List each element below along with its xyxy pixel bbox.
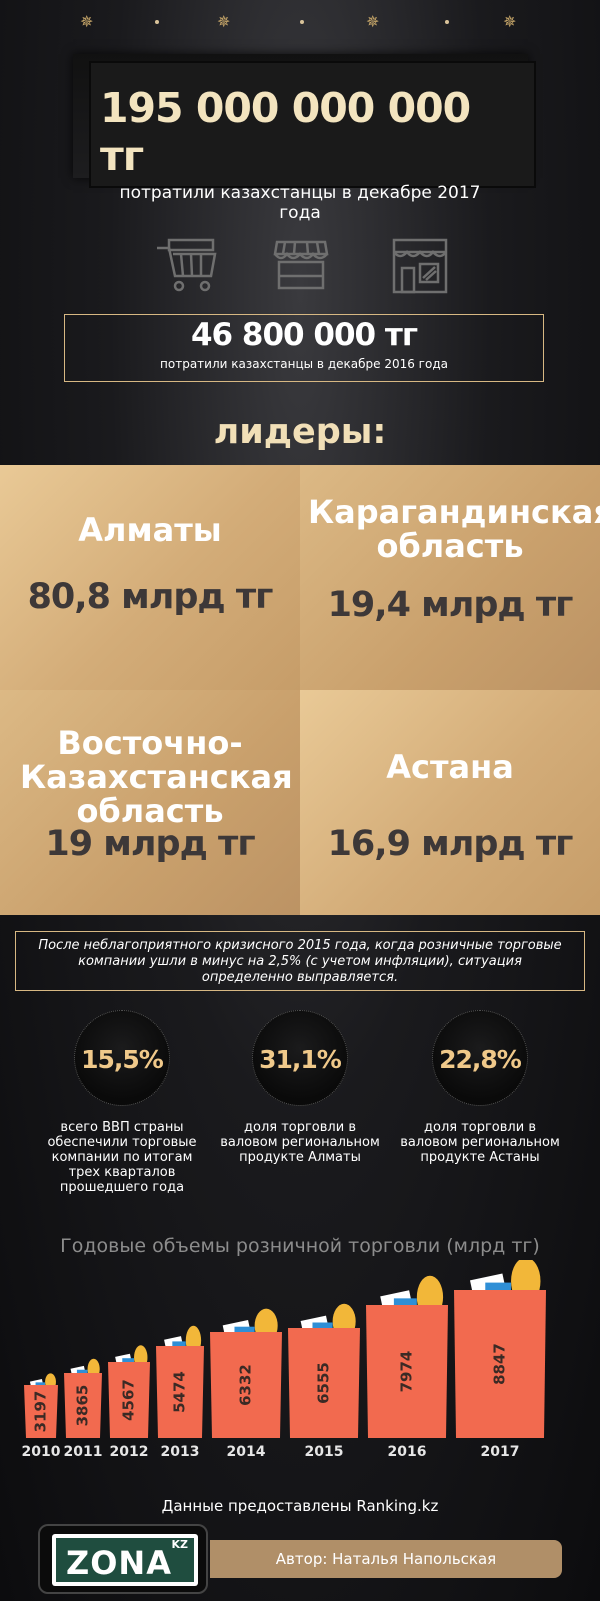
x-tick-label: 2012 — [110, 1444, 149, 1460]
zona-logo[interactable]: ZONA KZ — [38, 1524, 208, 1594]
item-icon — [172, 1341, 186, 1349]
x-tick-label: 2013 — [161, 1444, 200, 1460]
bag-shape — [366, 1305, 448, 1438]
bag-shape — [156, 1346, 204, 1438]
leader-value: 19 млрд тг — [45, 824, 255, 864]
chart-bar — [108, 1345, 150, 1438]
leader-tile: Алматы 80,8 млрд тг — [0, 465, 300, 690]
bag-shape — [24, 1385, 58, 1438]
quote-box: После неблагоприятного кризисного 2015 г… — [15, 931, 585, 991]
leader-value: 19,4 млрд тг — [327, 585, 574, 625]
previous-year-box: 46 800 000 тг потратили казахстанцы в де… — [64, 314, 544, 382]
stat-description: доля торговли в валовом региональном про… — [400, 1120, 560, 1165]
item-icon — [35, 1382, 46, 1387]
logo-suffix: KZ — [171, 1538, 189, 1551]
item-icon — [393, 1298, 417, 1309]
bag-shape — [454, 1290, 546, 1438]
chart-title: Годовые объемы розничной торговли (млрд … — [60, 1235, 540, 1257]
item-icon — [76, 1369, 88, 1375]
bar-value-label: 7974 — [398, 1351, 416, 1393]
bar-value-label: 3865 — [74, 1385, 92, 1427]
headline-amount: 195 000 000 000 тг — [100, 84, 471, 180]
item-icon — [312, 1322, 333, 1332]
dot-ornament — [155, 20, 159, 24]
leaders-title: лидеры: — [213, 412, 387, 452]
leader-name: Алматы — [78, 511, 222, 549]
stat-circle: 22,8% — [432, 1010, 528, 1106]
bar-value-label: 8847 — [491, 1343, 509, 1385]
market-stall-icon — [273, 240, 329, 290]
previous-subtitle: потратили казахстанцы в декабре 2016 год… — [160, 357, 448, 371]
retail-volume-chart: 3197 2010 3865 2011 4567 2012 5474 2013 6332 2014… — [22, 1260, 546, 1460]
leader-tile: Карагандинская область 19,4 млрд тг — [300, 465, 600, 690]
headline-box — [73, 54, 536, 188]
star-ornament-icon: ✵ — [217, 12, 231, 31]
dot-ornament — [300, 20, 304, 24]
dot-ornament — [445, 20, 449, 24]
icon-row — [0, 238, 600, 298]
bag-shape — [210, 1332, 282, 1438]
chart-bar — [24, 1373, 58, 1438]
item-icon — [122, 1358, 135, 1365]
x-tick-label: 2010 — [22, 1444, 61, 1460]
stat-circle: 15,5% — [74, 1010, 170, 1106]
stat-value: 31,1% — [259, 1045, 342, 1074]
bar-value-label: 6332 — [237, 1364, 255, 1406]
item-icon — [485, 1282, 512, 1295]
headline-subtitle: потратили казахстанцы в декабре 2017 год… — [119, 183, 481, 223]
chart-bar — [288, 1303, 360, 1438]
chart-bar — [366, 1275, 448, 1438]
quote-text: После неблагоприятного кризисного 2015 г… — [38, 938, 562, 985]
logo-text: ZONA — [66, 1544, 172, 1582]
item-icon — [234, 1326, 255, 1336]
leader-tile: Астана 16,9 млрд тг — [300, 690, 600, 915]
bar-value-label: 5474 — [171, 1371, 189, 1413]
bag-shape — [288, 1328, 360, 1438]
star-ornament-icon: ✵ — [366, 12, 380, 31]
chart-bar — [156, 1325, 204, 1438]
shop-front-icon — [392, 238, 448, 294]
x-tick-label: 2014 — [227, 1444, 266, 1460]
stat-description: доля торговли в валовом региональном про… — [220, 1120, 380, 1165]
x-tick-label: 2011 — [64, 1444, 103, 1460]
bag-shape — [108, 1362, 150, 1438]
chart-bar — [210, 1308, 282, 1438]
leader-name: Карагандинская область — [308, 493, 600, 565]
author-banner: Автор: Наталья Напольская — [210, 1540, 562, 1578]
chart-bar — [454, 1260, 546, 1438]
bar-value-label: 4567 — [120, 1379, 138, 1421]
stat-description: всего ВВП страны обеспечили торговые ком… — [47, 1120, 197, 1195]
stat-circle: 31,1% — [252, 1010, 348, 1106]
leader-name: Восточно-Казахстанская область — [20, 724, 293, 830]
leader-value: 80,8 млрд тг — [27, 577, 274, 617]
star-ornament-icon: ✵ — [503, 12, 517, 31]
star-ornament-icon: ✵ — [80, 12, 94, 31]
stat-value: 15,5% — [81, 1045, 164, 1074]
data-credit: Данные предоставлены Ranking.kz — [161, 1497, 439, 1515]
bag-shape — [64, 1373, 102, 1438]
x-tick-label: 2015 — [305, 1444, 344, 1460]
x-tick-label: 2017 — [481, 1444, 520, 1460]
bar-value-label: 6555 — [315, 1362, 333, 1404]
shopping-cart-icon — [157, 238, 217, 292]
stat-value: 22,8% — [439, 1045, 522, 1074]
top-ornaments: ✵ ✵ ✵ ✵ — [0, 12, 600, 32]
chart-bar — [64, 1358, 102, 1438]
x-tick-label: 2016 — [388, 1444, 427, 1460]
leader-tile: Восточно-Казахстанская область 19 млрд т… — [0, 690, 300, 915]
leader-name: Астана — [386, 748, 514, 786]
previous-amount: 46 800 000 тг — [190, 317, 418, 353]
leader-value: 16,9 млрд тг — [327, 824, 574, 864]
bar-value-label: 3197 — [32, 1391, 50, 1433]
